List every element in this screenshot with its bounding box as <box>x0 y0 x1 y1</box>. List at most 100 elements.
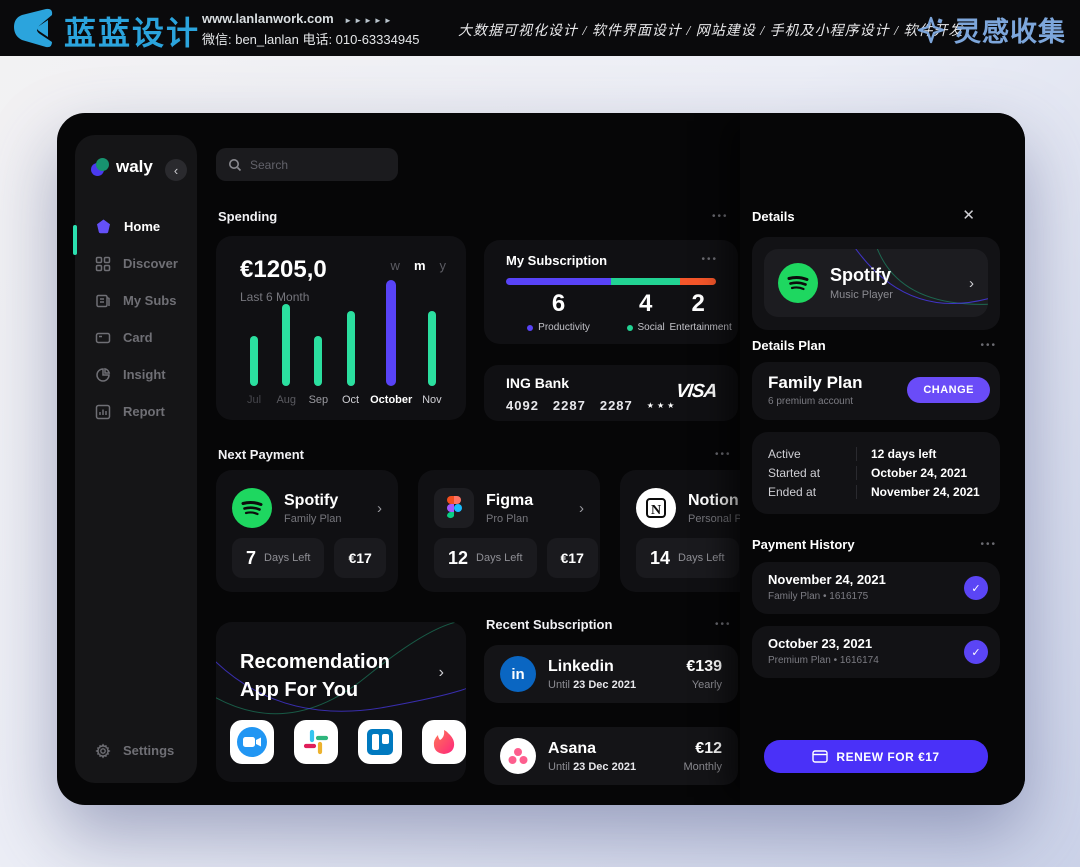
details-plan-more-icon[interactable]: ••• <box>980 340 997 351</box>
sidebar-item-discover[interactable]: Discover <box>75 245 197 282</box>
subscription-app: Asana <box>548 739 597 757</box>
chart-bar: Jul <box>238 274 270 406</box>
sidebar-item-label: Home <box>124 219 161 234</box>
plan-name: Family Plan <box>768 373 863 392</box>
sidebar-item-label: Discover <box>123 256 178 271</box>
my-subscription-card: My Subscription ••• 6 4 2 Productivity S… <box>484 240 738 344</box>
spending-card: €1205,0 Last 6 Month w m y Jul Aug Sep O… <box>216 236 466 420</box>
sidebar-item-label: Report <box>123 404 165 419</box>
banner-services: 大数据可视化设计 / 软件界面设计 / 网站建设 / 手机及小程序设计 / 软件… <box>458 24 964 39</box>
card-icon <box>95 332 111 343</box>
history-desc: Premium Plan • 1616174 <box>768 655 879 666</box>
axis-tick: Jul <box>247 394 262 406</box>
range-month[interactable]: m <box>413 258 426 273</box>
settings-label: Settings <box>123 743 175 758</box>
recent-subscription-more-icon[interactable]: ••• <box>715 619 732 630</box>
bank-card[interactable]: ING Bank 4092 2287 2287 ★★★ VISA <box>484 365 738 421</box>
grid-icon <box>95 256 111 271</box>
search-input[interactable] <box>250 157 370 172</box>
change-plan-button[interactable]: CHANGE <box>907 377 990 403</box>
family-plan-card: Family Plan 6 premium account CHANGE <box>752 362 1000 420</box>
history-item[interactable]: October 23, 2021 Premium Plan • 1616174 … <box>752 626 1000 678</box>
figma-icon <box>434 488 474 528</box>
plan-desc: 6 premium account <box>768 396 854 407</box>
sidebar-item-my-subs[interactable]: My Subs <box>75 282 197 319</box>
my-subscription-more-icon[interactable]: ••• <box>701 254 718 265</box>
gear-icon <box>95 742 111 759</box>
details-app-type: Music Player <box>830 289 893 301</box>
subscription-progress <box>506 278 716 285</box>
subscription-until: Until 23 Dec 2021 <box>548 760 637 773</box>
price-chip: €17 <box>546 538 598 578</box>
visa-logo: VISA <box>674 381 718 402</box>
spending-amount: €1205,0 <box>240 256 327 283</box>
sidebar-item-report[interactable]: Report <box>75 393 197 430</box>
spotify-icon <box>232 488 272 528</box>
details-panel: Details ✕ Spotify Music Player › Details… <box>740 113 1025 805</box>
subscription-counts: 6 4 2 <box>551 290 705 317</box>
subscription-row-linkedin[interactable]: in Linkedin Until 23 Dec 2021 €139 Yearl… <box>484 645 738 703</box>
chevron-right-icon[interactable]: › <box>579 499 584 517</box>
axis-tick: Oct <box>341 394 360 406</box>
status-row: Started at October 24, 2021 <box>768 463 984 482</box>
spending-period: Last 6 Month <box>240 290 310 304</box>
renew-button[interactable]: RENEW FOR €17 <box>764 740 988 773</box>
spending-more-icon[interactable]: ••• <box>712 211 729 222</box>
trello-app-icon[interactable] <box>358 720 402 764</box>
zoom-app-icon[interactable] <box>230 720 274 764</box>
details-app-name: Spotify <box>830 265 891 285</box>
price-chip: €17 <box>334 538 386 578</box>
days-left-chip: 12 Days Left <box>434 538 537 578</box>
recommendation-card[interactable]: Recomendation App For You › <box>216 622 466 782</box>
chart-bar: Sep <box>302 274 334 406</box>
waly-app-window: waly ‹ Home Discover My Subs Card <box>57 113 1025 805</box>
close-icon[interactable]: ✕ <box>962 207 975 224</box>
payment-history-more-icon[interactable]: ••• <box>980 539 997 550</box>
next-payment-more-icon[interactable]: ••• <box>715 449 732 460</box>
check-icon: ✓ <box>964 640 988 664</box>
status-row: Active 12 days left <box>768 444 984 463</box>
search-bar[interactable] <box>216 148 398 181</box>
sidebar-item-settings[interactable]: Settings <box>75 732 197 769</box>
spotify-icon <box>778 263 818 303</box>
subscription-price: €139 <box>686 657 722 675</box>
chevron-right-icon[interactable]: › <box>377 499 382 517</box>
sidebar-item-label: Insight <box>123 367 166 382</box>
sidebar-item-insight[interactable]: Insight <box>75 356 197 393</box>
payment-history-title: Payment History <box>752 537 855 552</box>
range-year[interactable]: y <box>439 258 447 273</box>
inspiration-collect[interactable]: 灵感收集 <box>916 10 1066 49</box>
next-payment-card-figma[interactable]: Figma Pro Plan › 12 Days Left €17 <box>418 470 600 592</box>
details-app-tile[interactable]: Spotify Music Player › <box>764 249 988 317</box>
sidebar-item-card[interactable]: Card <box>75 319 197 356</box>
axis-tick: Nov <box>422 394 442 406</box>
banner-website[interactable]: www.lanlanwork.com <box>202 11 334 26</box>
recent-subscription-title: Recent Subscription <box>486 617 613 632</box>
range-toggle: w m y <box>391 258 446 273</box>
chart-bar-highlight: October <box>367 274 416 406</box>
tinder-app-icon[interactable] <box>422 720 466 764</box>
sidebar-item-home[interactable]: Home <box>75 208 197 245</box>
waly-logo-icon <box>91 158 109 176</box>
subscription-cycle: Yearly <box>691 678 722 691</box>
home-icon <box>97 219 110 234</box>
subscription-row-asana[interactable]: Asana Until 23 Dec 2021 €12 Monthly <box>484 727 738 785</box>
history-desc: Family Plan • 1616175 <box>768 591 869 602</box>
my-subscription-title: My Subscription <box>506 253 608 268</box>
history-date: October 23, 2021 <box>768 636 873 651</box>
range-week[interactable]: w <box>390 258 400 273</box>
sidebar-collapse-button[interactable]: ‹ <box>165 159 187 181</box>
card-number: 4092 2287 2287 ★★★ <box>506 398 678 413</box>
chevron-right-icon[interactable]: › <box>438 664 444 681</box>
report-icon <box>95 404 111 419</box>
legend-item: Entertainment <box>669 322 732 333</box>
next-payment-card-spotify[interactable]: Spotify Family Plan › 7 Days Left €17 <box>216 470 398 592</box>
subscription-price: €12 <box>695 739 722 757</box>
chevron-right-icon[interactable]: › <box>969 274 974 292</box>
app-name: Spotify <box>284 491 339 509</box>
history-item[interactable]: November 24, 2021 Family Plan • 1616175 … <box>752 562 1000 614</box>
sidebar: waly ‹ Home Discover My Subs Card <box>73 135 197 783</box>
slack-app-icon[interactable] <box>294 720 338 764</box>
app-name: Figma <box>486 491 534 509</box>
chart-bar: Oct <box>334 274 366 406</box>
